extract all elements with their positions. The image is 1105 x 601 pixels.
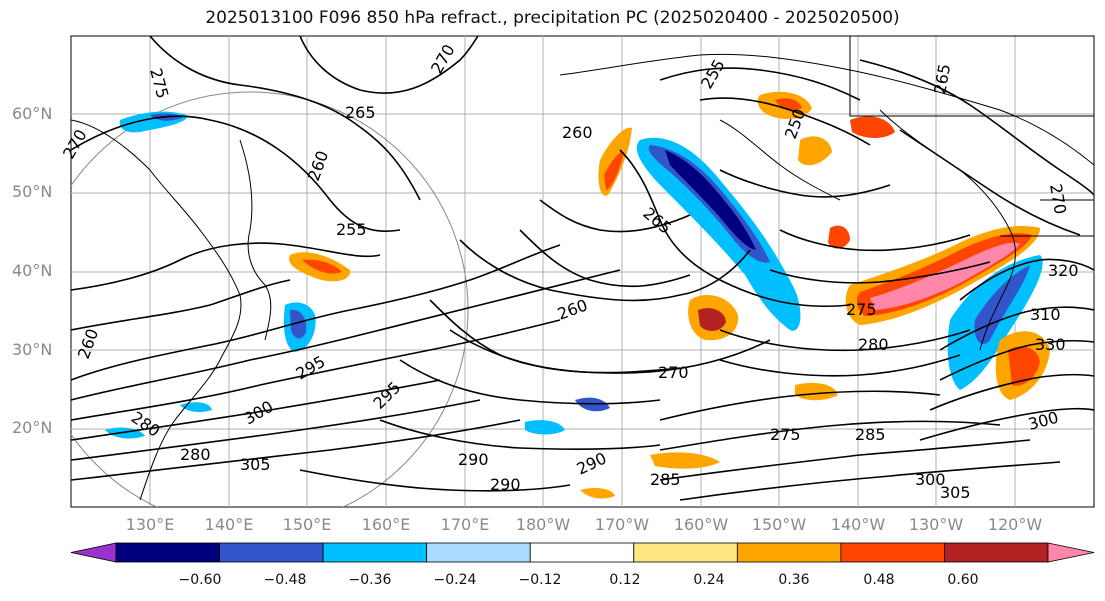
colorbar-tick-label: 0.60 [947,572,979,588]
colorbar [70,542,1095,563]
colorbar-segment [944,542,1049,563]
contour-label: 265 [345,103,376,122]
map-title: 2025013100 F096 850 hPa refract., precip… [205,8,900,28]
lon-label: 160°W [673,515,729,534]
colorbar-segment [840,542,945,563]
lon-label: 170°W [594,515,650,534]
contour-label: 305 [940,483,971,502]
colorbar-segment [426,542,531,563]
pos-patch-south2 [795,382,838,401]
lon-label: 140°W [830,515,886,534]
pos-patch-south4 [580,488,615,499]
colorbar-tick-label: −0.36 [348,572,392,588]
colorbar-tick-label: −0.12 [518,572,562,588]
contour-label: 290 [458,450,489,469]
contour-label: 305 [240,455,271,474]
colorbar-segment [322,542,428,563]
contour-label: 310 [1030,305,1061,324]
colorbar-segment [736,542,842,563]
contour-label: 290 [490,475,521,494]
lon-label: 180°W [515,515,571,534]
lon-label: 130°W [908,515,964,534]
contour-label: 275 [770,425,801,444]
lat-label: 60°N [12,104,53,123]
contour-label: 275 [846,300,877,319]
contour-label: 255 [336,220,367,239]
contour-label: 260 [562,123,593,142]
lon-label: 130°E [125,515,175,534]
pos-patch-ne [850,116,895,138]
colorbar-extend-max [1047,542,1095,563]
contours [71,36,1094,501]
contour-label: 320 [1048,261,1079,280]
colorbar-segment [529,542,635,563]
pos-patch-ne2 [798,136,832,166]
neg-band-alaska [636,137,801,331]
neg-band-alaska-dark [665,150,756,250]
pos-patch-japan-core [302,259,342,274]
colorbar-tick-label: 0.12 [609,572,641,588]
neg-patch-japan-core [290,309,307,339]
pos-patch-alaska-w-core [604,151,624,190]
colorbar-tick-label: 0.24 [693,572,725,588]
lon-label: 150°E [282,515,332,534]
colorbar-tick-label: 0.36 [778,572,810,588]
colorbar-tick-label: 0.48 [863,572,895,588]
lat-label: 20°N [12,418,53,437]
colorbar-tick-label: −0.60 [178,572,222,588]
contour-label: 300 [915,470,946,489]
lon-label: 150°W [751,515,807,534]
colorbar-extend-min [70,542,117,563]
contour-label: 285 [855,425,886,444]
lat-label: 40°N [12,261,53,280]
colorbar-segment [219,542,324,563]
range-ring [71,91,469,507]
neg-patch-sub4 [180,402,212,413]
contour-label: 285 [650,470,681,489]
pos-patch-sw-coast-core [1008,346,1040,386]
colorbar-tick-label: −0.48 [263,572,307,588]
pos-patch-south3 [828,225,850,249]
colorbar-segment [115,542,220,563]
colorbar-segment [633,542,738,563]
contour-label: 330 [1035,335,1066,354]
contour-label: 270 [658,363,689,382]
lon-label: 170°E [440,515,490,534]
lon-label: 160°E [361,515,411,534]
pos-band-pacific-max [870,242,1020,310]
lat-label: 30°N [12,340,53,359]
neg-patch-sub1 [525,420,565,435]
pos-patch-south1 [650,452,720,469]
lat-label: 50°N [12,182,53,201]
lon-label: 120°W [987,515,1043,534]
lon-label: 140°E [204,515,254,534]
precip-shading [105,91,1050,499]
contour-label: 280 [858,335,889,354]
pos-patch-mid-core [698,308,726,331]
colorbar-tick-label: −0.24 [433,572,477,588]
contour-label: 280 [180,445,211,464]
